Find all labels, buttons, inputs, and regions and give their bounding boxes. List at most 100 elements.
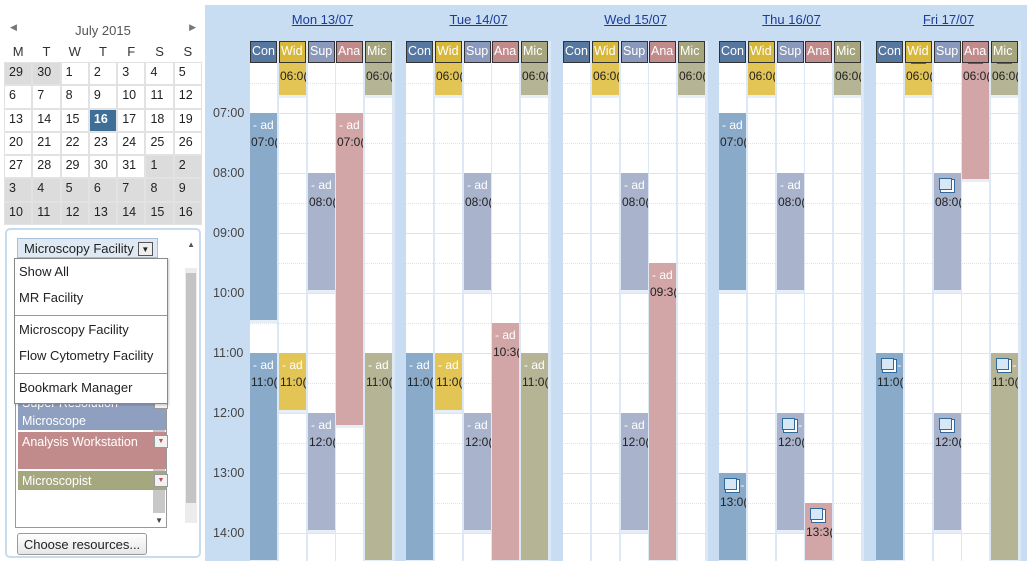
calendar-day[interactable]: 18 <box>145 108 174 132</box>
calendar-day[interactable]: 24 <box>117 131 146 156</box>
calendar-day[interactable]: 11 <box>145 85 174 109</box>
resource-header[interactable]: Con <box>250 41 277 63</box>
resource-lane[interactable]: - ad 10:3( <box>492 63 519 561</box>
calendar-day[interactable]: 29 <box>4 62 33 86</box>
resource-header[interactable]: Wid <box>592 41 619 63</box>
calendar-day[interactable]: 16 <box>88 108 118 132</box>
booking-event[interactable]: ac06:0( <box>678 63 705 98</box>
resource-lane[interactable]: - ad 08:0(- ad 12:0( <box>621 63 648 561</box>
chevron-down-icon[interactable]: ▼ <box>137 241 153 256</box>
calendar-day[interactable]: 29 <box>60 155 89 179</box>
booking-event[interactable]: - ad 07:0( <box>719 113 746 293</box>
booking-event[interactable]: ac06:0( <box>592 63 619 98</box>
chevron-down-icon[interactable]: ▼ <box>154 474 168 487</box>
calendar-day[interactable]: 1 <box>145 155 174 179</box>
calendar-day[interactable]: 13 <box>4 108 33 132</box>
resource-header[interactable]: Wid <box>279 41 306 63</box>
resource-lane[interactable]: - ad 07:0( - ad 11:0( <box>250 63 277 561</box>
calendar-day[interactable]: 4 <box>145 62 174 86</box>
resource-lane[interactable]: ac06:0( <box>592 63 619 561</box>
calendar-day[interactable]: 23 <box>88 131 118 156</box>
scroll-up-icon[interactable]: ▲ <box>187 240 195 249</box>
resource-header[interactable]: Mic <box>678 41 705 63</box>
booking-event[interactable]: 06:0( <box>905 63 932 98</box>
resource-header[interactable]: Mic <box>365 41 392 63</box>
resource-lane[interactable]: ac06:0(- ad 11:0( <box>521 63 548 561</box>
booking-event[interactable]: - ad 07:0( <box>250 113 277 323</box>
calendar-day[interactable]: 11 <box>32 201 61 226</box>
booking-event[interactable]: - ad 08:0( <box>308 173 335 293</box>
choose-resources-button[interactable]: Choose resources... <box>17 533 147 555</box>
resource-header[interactable]: Con <box>563 41 590 63</box>
resource-header[interactable]: Sup <box>777 41 804 63</box>
triangle-right-icon[interactable]: ▶ <box>189 22 196 32</box>
calendar-day[interactable]: 16 <box>173 201 203 226</box>
scrollbar-thumb[interactable] <box>186 273 196 503</box>
calendar-day[interactable]: 31 <box>117 155 146 179</box>
calendar-day[interactable]: 12 <box>173 85 203 109</box>
resource-header[interactable]: Mic <box>521 41 548 63</box>
booking-event[interactable]: - ad 12:0( <box>464 413 491 533</box>
calendar-day[interactable]: 17 <box>117 108 146 132</box>
facility-option[interactable]: Bookmark Manager <box>19 380 133 395</box>
booking-event[interactable]: - ad 11:0( <box>406 353 433 561</box>
booking-event[interactable]: - ad 11:0( <box>521 353 548 561</box>
resource-lane[interactable]: - ad 09:3( <box>649 63 676 561</box>
booking-event[interactable]: - 11:0( <box>991 353 1018 561</box>
resource-header[interactable]: Con <box>876 41 903 63</box>
calendar-day[interactable]: 14 <box>117 201 146 226</box>
booking-event[interactable]: 06:0( <box>991 63 1018 98</box>
triangle-left-icon[interactable]: ◀ <box>10 22 17 32</box>
calendar-day[interactable]: 28 <box>32 155 61 179</box>
booking-event[interactable]: - 12:0( <box>777 413 804 533</box>
booking-event[interactable]: ac06:0( <box>834 63 861 98</box>
facility-option[interactable]: Show All <box>19 264 69 279</box>
calendar-day[interactable]: 1 <box>60 62 89 86</box>
calendar-day[interactable]: 2 <box>88 62 118 86</box>
calendar-day[interactable]: 8 <box>145 178 174 202</box>
calendar-day[interactable]: 7 <box>117 178 146 202</box>
calendar-day[interactable]: 30 <box>88 155 118 179</box>
booking-event[interactable]: - ad 12:0( <box>621 413 648 533</box>
resource-item[interactable]: Microscopist ▼ <box>18 471 168 490</box>
calendar-day[interactable]: 5 <box>60 178 89 202</box>
facility-select[interactable]: Microscopy Facility ▼ <box>17 238 158 258</box>
booking-event[interactable]: - ad 09:3( <box>649 263 676 561</box>
calendar-day[interactable]: 4 <box>32 178 61 202</box>
calendar-day[interactable]: 26 <box>173 131 203 156</box>
booking-event[interactable]: - ad 12:0( <box>308 413 335 533</box>
calendar-day[interactable]: 20 <box>4 131 33 156</box>
booking-event[interactable]: - 11:0( <box>876 353 903 561</box>
calendar-day[interactable]: 19 <box>173 108 203 132</box>
day-header[interactable]: Thu 16/07 <box>762 12 821 27</box>
resource-header[interactable]: Wid <box>435 41 462 63</box>
resource-lane[interactable]: 06:0( <box>905 63 932 561</box>
calendar-day[interactable]: 3 <box>117 62 146 86</box>
facility-option[interactable]: MR Facility <box>19 290 84 305</box>
scroll-down-icon[interactable]: ▼ <box>155 516 163 525</box>
resource-lane[interactable]: - 11:0( <box>876 63 903 561</box>
resource-header[interactable]: Ana <box>336 41 363 63</box>
resource-lane[interactable]: ac06:0(- ad 11:0( <box>435 63 462 561</box>
resource-header[interactable]: Mic <box>834 41 861 63</box>
resource-lane[interactable]: - ad 07:0( - 13:0( <box>719 63 746 561</box>
resource-lane[interactable]: ac06:0( <box>834 63 861 561</box>
calendar-day[interactable]: 9 <box>88 85 118 109</box>
calendar-day[interactable]: 13 <box>88 201 118 226</box>
booking-event[interactable]: 08:0( <box>934 173 961 293</box>
booking-event[interactable]: - ad 10:3( <box>492 323 519 561</box>
calendar-day[interactable]: 10 <box>4 201 33 226</box>
resource-header[interactable]: Mic <box>991 41 1018 63</box>
resource-item[interactable]: Analysis Workstation ▼ <box>18 432 168 469</box>
calendar-day[interactable]: 15 <box>60 108 89 132</box>
booking-event[interactable]: ac06:0( <box>748 63 775 98</box>
booking-event[interactable]: - ad 11:0( <box>250 353 277 561</box>
booking-event[interactable]: 13:3( <box>805 503 832 561</box>
day-header[interactable]: Tue 14/07 <box>449 12 508 27</box>
calendar-day[interactable]: 2 <box>173 155 203 179</box>
resource-lane[interactable]: ac06:0(- ad 11:0( <box>365 63 392 561</box>
booking-event[interactable]: - ad 11:0( <box>435 353 462 413</box>
booking-event[interactable]: - ad 08:0( <box>777 173 804 293</box>
resource-header[interactable]: Sup <box>464 41 491 63</box>
booking-event[interactable]: ac06:0( <box>365 63 392 98</box>
